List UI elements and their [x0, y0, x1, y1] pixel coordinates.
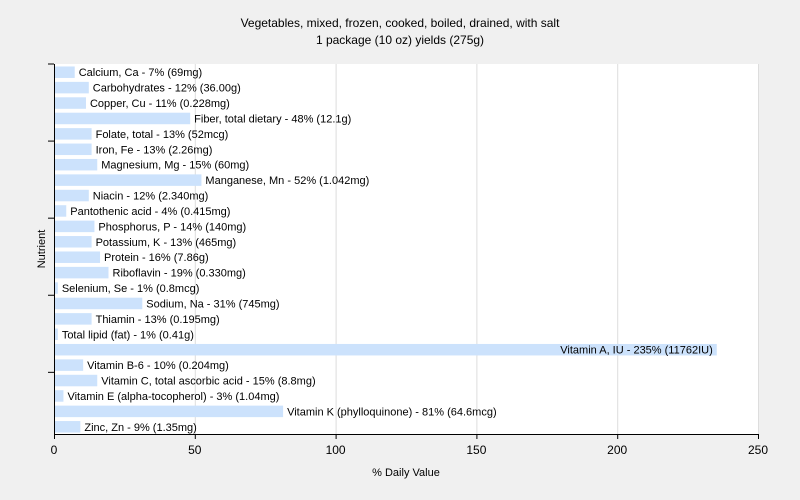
- bar: [55, 343, 717, 356]
- bar-label: Vitamin B-6 - 10% (0.204mg): [87, 360, 229, 372]
- bar: [55, 328, 58, 341]
- x-tick-label: 0: [51, 443, 58, 457]
- bar-label: Manganese, Mn - 52% (1.042mg): [205, 175, 369, 187]
- bar-label: Iron, Fe - 13% (2.26mg): [96, 144, 213, 156]
- plot-area: [54, 64, 758, 434]
- bar: [55, 421, 81, 433]
- x-axis-label: % Daily Value: [372, 467, 440, 479]
- bar-label: Vitamin A, IU - 235% (11762IU): [560, 345, 712, 357]
- chart-subtitle: 1 package (10 oz) yields (275g): [316, 33, 484, 47]
- x-tick-label: 50: [188, 443, 202, 457]
- bar: [55, 205, 67, 217]
- bar: [55, 81, 89, 94]
- bar: [55, 66, 75, 78]
- bar: [55, 143, 92, 156]
- bar-label: Fiber, total dietary - 48% (12.1g): [194, 113, 351, 125]
- bar-label: Protein - 16% (7.86g): [104, 252, 209, 264]
- x-tick-label: 200: [607, 443, 627, 457]
- bar: [55, 266, 109, 279]
- bar: [55, 390, 64, 402]
- bar-label: Vitamin E (alpha-tocopherol) - 3% (1.04m…: [67, 391, 279, 403]
- bar-label: Carbohydrates - 12% (36.00g): [93, 83, 241, 95]
- bar-labels: Calcium, Ca - 7% (69mg) Carbohydrates - 1…: [62, 67, 713, 434]
- bar-label: Vitamin C, total ascorbic acid - 15% (8.…: [101, 376, 315, 388]
- bar-label: Sodium, Na - 31% (745mg): [146, 298, 279, 310]
- bar: [55, 405, 284, 418]
- x-tick-label: 150: [466, 443, 486, 457]
- bar-label: Niacin - 12% (2.340mg): [93, 191, 209, 203]
- bar: [55, 251, 101, 263]
- bar-label: Magnesium, Mg - 15% (60mg): [101, 160, 249, 172]
- bar-label: Copper, Cu - 11% (0.228mg): [90, 98, 230, 110]
- x-tick-label: 250: [748, 443, 768, 457]
- bar: [55, 220, 95, 233]
- bar-label: Thiamin - 13% (0.195mg): [96, 314, 220, 326]
- bar-label: Pantothenic acid - 4% (0.415mg): [70, 206, 230, 218]
- bar-label: Zinc, Zn - 9% (1.35mg): [84, 422, 196, 434]
- bar: [55, 128, 92, 140]
- bar: [55, 158, 98, 171]
- bar: [55, 174, 202, 186]
- x-tick-label: 100: [326, 443, 346, 457]
- bar-label: Riboflavin - 19% (0.330mg): [113, 268, 246, 280]
- bar: [55, 282, 58, 294]
- bar-label: Calcium, Ca - 7% (69mg): [79, 67, 202, 79]
- bar-label: Phosphorus, P - 14% (140mg): [98, 221, 246, 233]
- bar: [55, 189, 89, 202]
- bar: [55, 374, 98, 387]
- bar: [55, 236, 92, 248]
- bar: [55, 112, 191, 125]
- bars: [55, 66, 717, 433]
- chart-title: Vegetables, mixed, frozen, cooked, boile…: [241, 16, 561, 30]
- y-axis-label: Nutrient: [36, 230, 48, 269]
- bar: [55, 97, 86, 109]
- bar: [55, 297, 143, 310]
- bar-label: Total lipid (fat) - 1% (0.41g): [62, 329, 194, 341]
- bar-label: Folate, total - 13% (52mcg): [96, 129, 229, 141]
- bar: [55, 313, 92, 325]
- grid-lines: [194, 64, 759, 434]
- bar-label: Potassium, K - 13% (465mg): [96, 237, 237, 249]
- bar-label: Vitamin K (phylloquinone) - 81% (64.6mcg…: [287, 406, 497, 418]
- axes: 0 50 100 150 200 250: [48, 63, 768, 457]
- bar-label: Selenium, Se - 1% (0.8mcg): [62, 283, 200, 295]
- bar: [55, 359, 84, 371]
